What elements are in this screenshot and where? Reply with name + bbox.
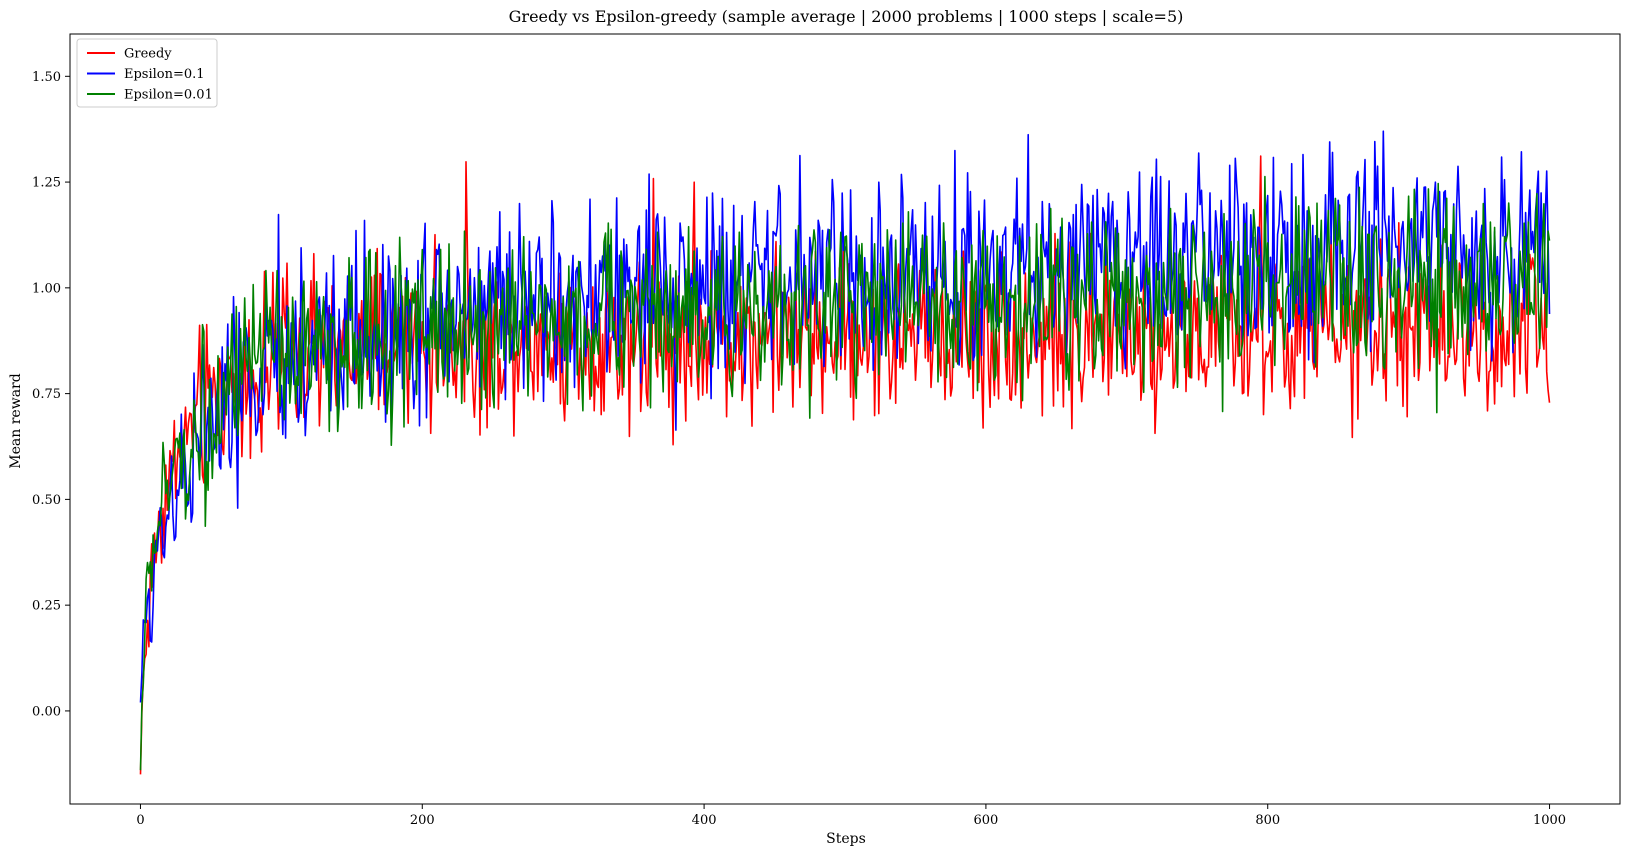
y-tick-label: 1.00 [32, 281, 61, 296]
x-tick-label: 200 [410, 813, 435, 828]
series-line-epsilon-0-1 [139, 130, 1551, 703]
plot-area [69, 33, 1621, 805]
y-tick-label: 1.25 [32, 176, 61, 191]
x-tick-label: 1000 [1533, 813, 1566, 828]
x-tick-label: 600 [973, 813, 998, 828]
x-tick-label: 0 [136, 813, 144, 828]
x-axis-label: Steps [826, 831, 866, 847]
legend-label: Greedy [124, 47, 172, 62]
x-tick-label: 400 [692, 813, 717, 828]
y-tick-label: 0.50 [32, 493, 61, 508]
y-axis-label: Mean reward [8, 373, 24, 468]
y-axis: 0.00 0.25 0.50 0.75 1.00 1.25 1.50 [32, 70, 70, 719]
plot-frame [69, 33, 1621, 805]
y-tick-label: 0.25 [32, 599, 61, 614]
y-tick-label: 0.00 [32, 704, 61, 719]
x-tick-label: 800 [1255, 813, 1280, 828]
legend-box [76, 38, 218, 108]
legend-label: Epsilon=0.1 [124, 67, 205, 82]
legend: Greedy Epsilon=0.1 Epsilon=0.01 [76, 38, 218, 108]
chart-title: Greedy vs Epsilon-greedy (sample average… [509, 7, 1184, 26]
x-axis: 0 200 400 600 800 1000 [136, 804, 1566, 828]
legend-label: Epsilon=0.01 [124, 88, 213, 103]
series-line-epsilon-0-01 [139, 175, 1551, 771]
y-tick-label: 1.50 [32, 70, 61, 85]
y-tick-label: 0.75 [32, 387, 61, 402]
